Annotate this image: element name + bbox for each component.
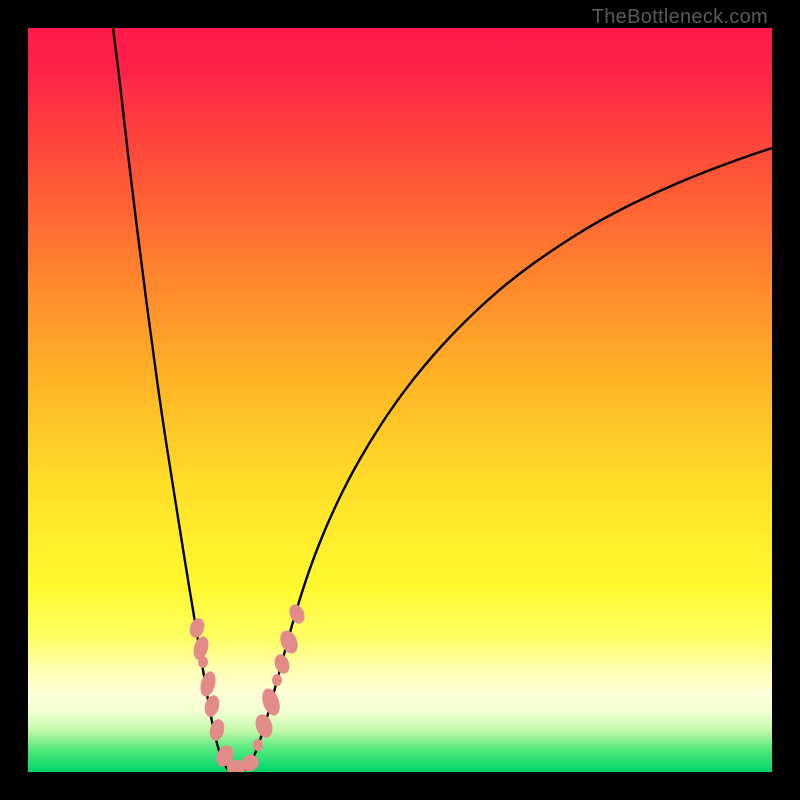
- watermark-text: TheBottleneck.com: [592, 6, 768, 29]
- bead-marker: [253, 712, 276, 740]
- bead-marker: [198, 670, 218, 699]
- bead-marker: [272, 652, 292, 676]
- bead-marker: [203, 694, 222, 719]
- bead-marker: [198, 656, 208, 668]
- bead-cluster: [187, 602, 307, 772]
- bead-marker: [272, 674, 282, 686]
- bead-marker: [208, 718, 227, 743]
- bottleneck-chart: [28, 28, 772, 772]
- bead-marker: [277, 628, 301, 656]
- curve-right-branch: [236, 148, 772, 772]
- bead-marker: [287, 602, 308, 626]
- curve-left-branch: [113, 28, 236, 772]
- bead-marker: [253, 739, 263, 751]
- curve-overlay: [28, 28, 772, 772]
- bead-marker: [187, 616, 206, 639]
- bead-marker: [259, 686, 283, 718]
